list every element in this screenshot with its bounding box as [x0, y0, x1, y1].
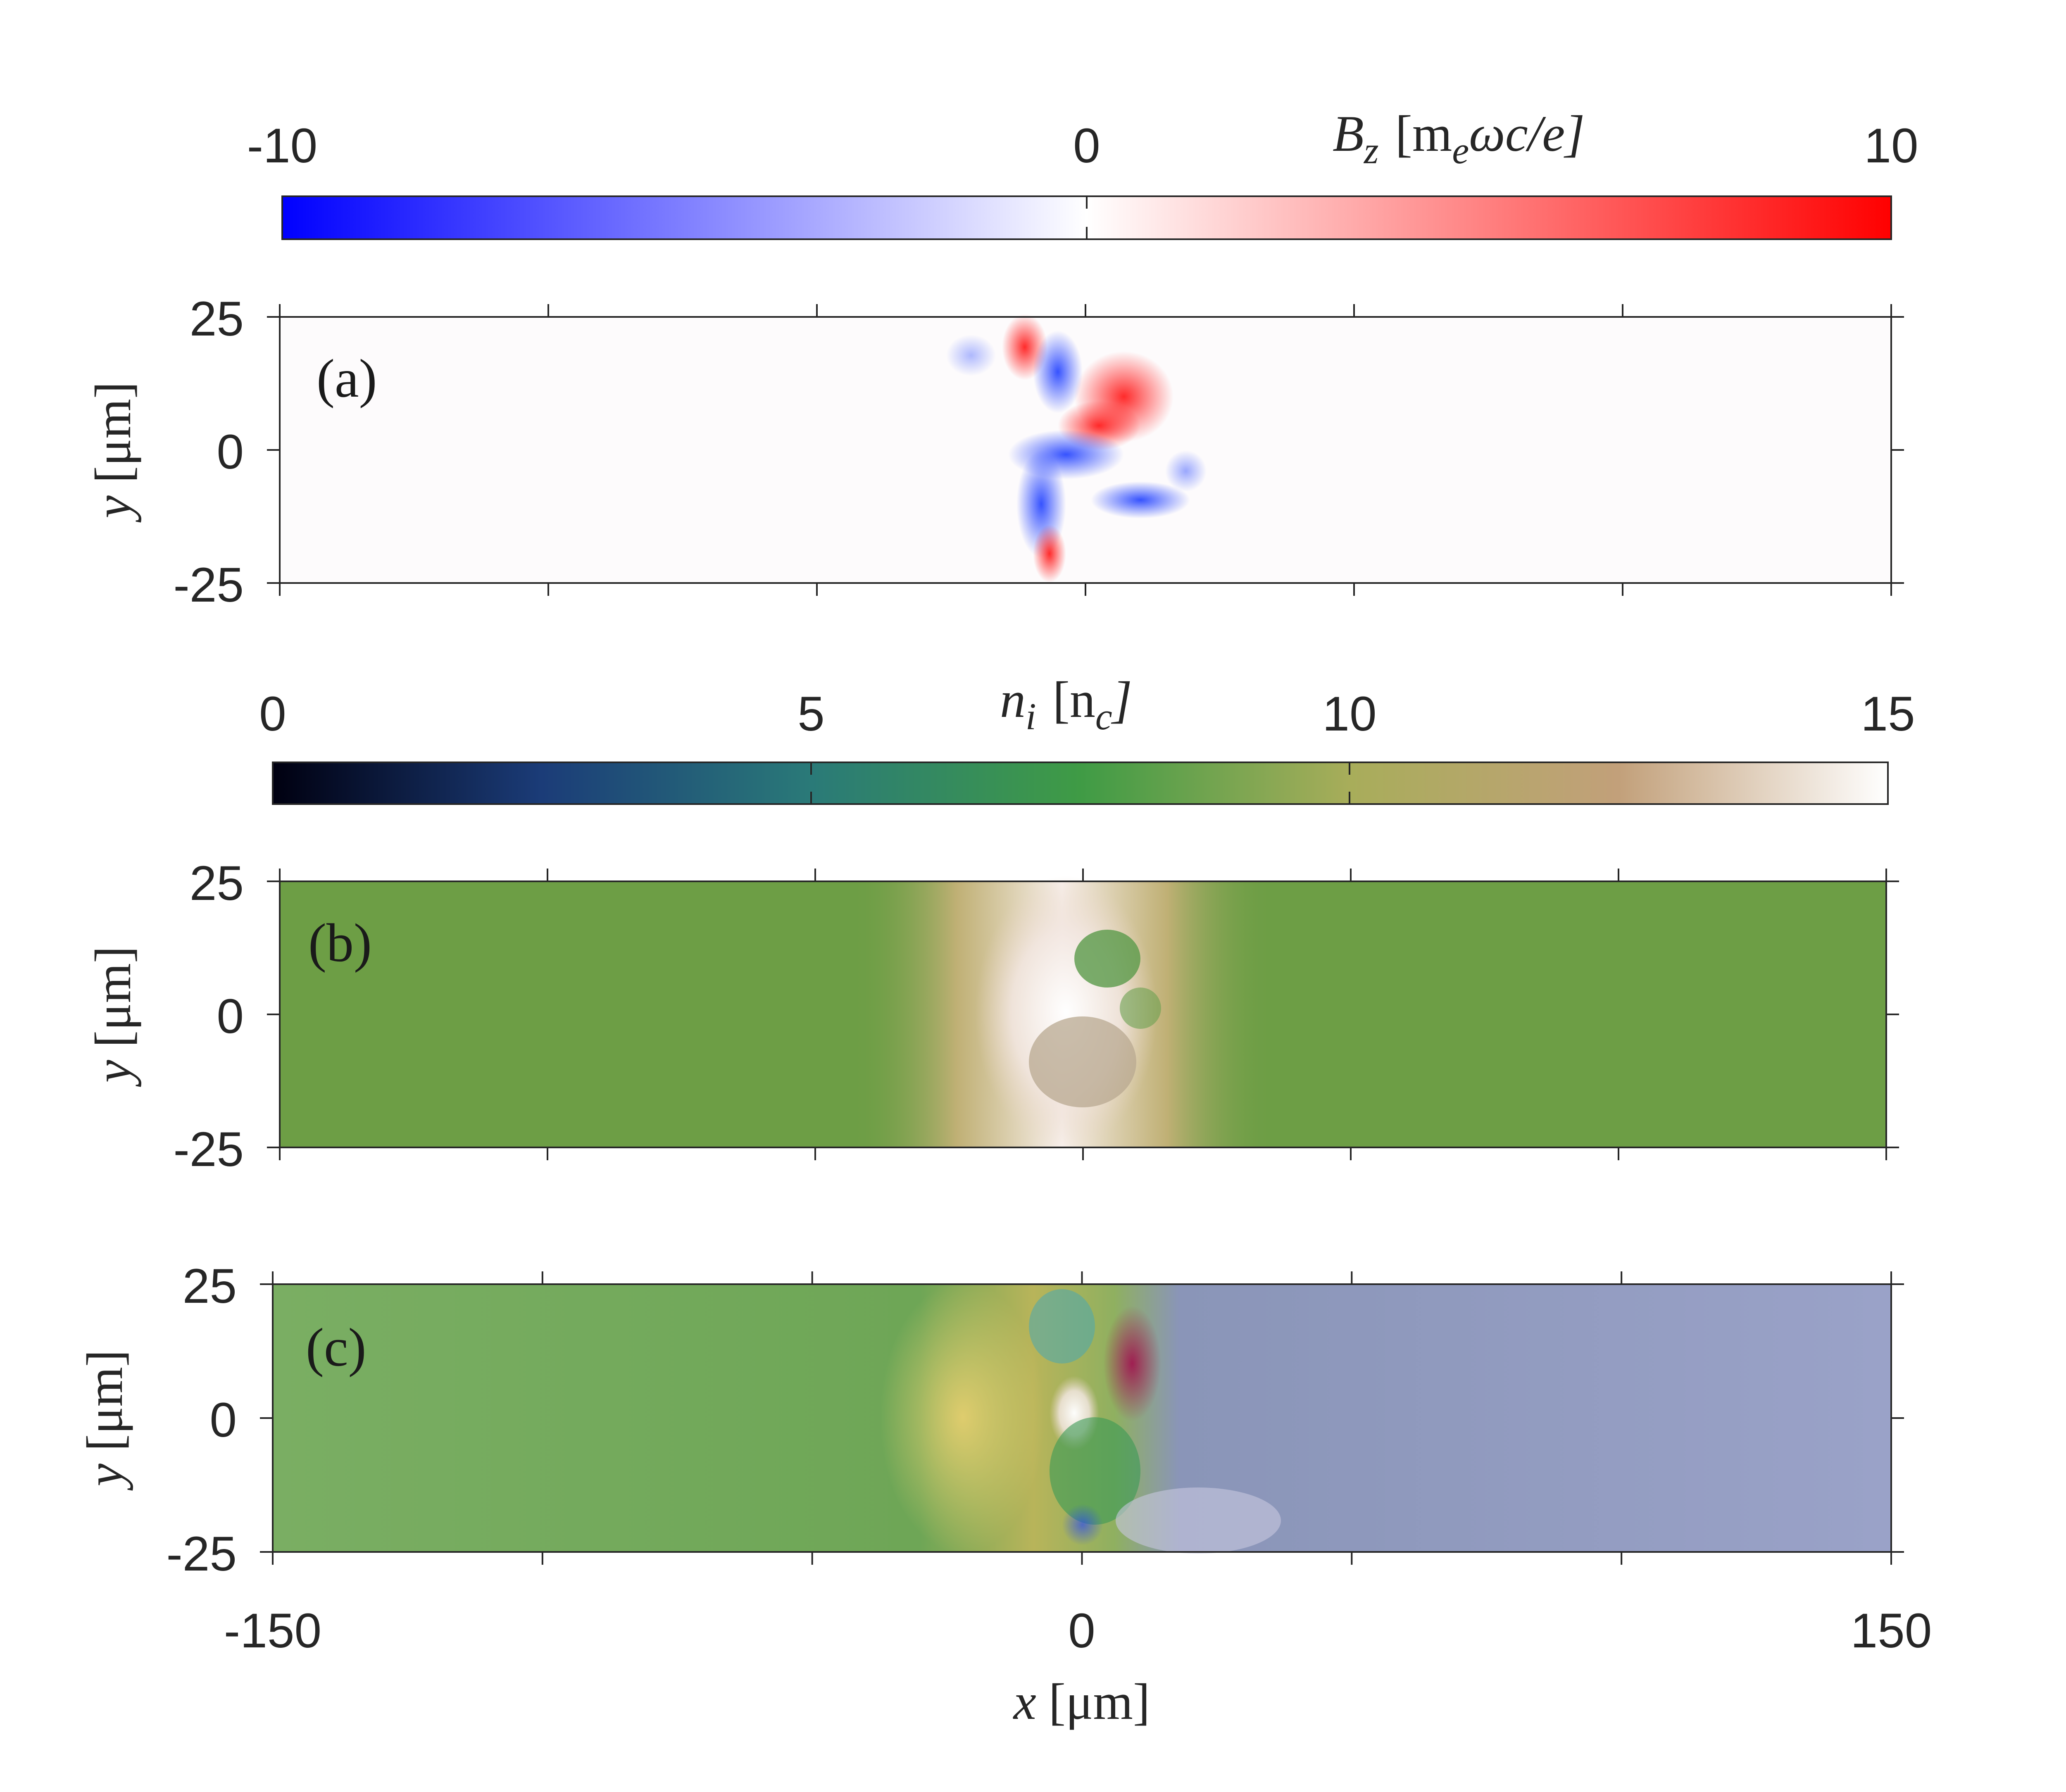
colorbar-ni: 0 5 10 15 ni [nc] [259, 671, 1915, 805]
panel-a-field-structure [946, 314, 1207, 583]
panel-c-yticks [260, 1283, 1904, 1553]
panel-b: 25 0 -25 (b) y[μm] [85, 856, 1899, 1177]
panel-b-ytick-label: 25 [190, 856, 244, 911]
panel-c-ytick-label: 25 [183, 1259, 237, 1314]
panel-a-label: (a) [317, 348, 377, 409]
panel-a-ytick-label: 25 [190, 292, 244, 346]
panel-c-xtick-label: 150 [1851, 1604, 1932, 1658]
panel-b-ytick-label: 0 [217, 989, 244, 1044]
panel-b-ytick-label: -25 [173, 1122, 244, 1177]
panel-b-xticks [279, 869, 1887, 1160]
colorbar-ni-tick-label: 0 [259, 687, 286, 741]
panel-c-xticks [272, 1271, 1892, 1565]
panel-c-xtick-label: -150 [224, 1604, 321, 1658]
colorbar-ni-label: ni [nc] [1000, 671, 1132, 738]
panel-a-ylabel: y[μm] [85, 382, 141, 523]
panel-b-label: (b) [308, 912, 372, 973]
panel-a-yticks [267, 316, 1904, 584]
panel-c-density-structure [880, 1281, 1281, 1554]
panel-b-density-structure [851, 876, 1273, 1149]
panel-c-xlabel: x [μm] [1013, 1673, 1150, 1730]
colorbar-ni-tick-label: 5 [797, 687, 825, 741]
colorbar-bz-tick-label: 0 [1073, 119, 1100, 173]
panel-b-yticks [267, 881, 1899, 1148]
colorbar-ni-tick-label: 10 [1322, 687, 1376, 741]
panel-a-ytick-label: -25 [173, 558, 244, 612]
panel-c-label: (c) [306, 1317, 367, 1378]
panel-c-ytick-label: -25 [166, 1527, 237, 1581]
panel-a: 25 0 -25 (a) y[μm] [85, 292, 1904, 612]
colorbar-bz-tick-label: 10 [1864, 119, 1918, 173]
colorbar-ni-bar [272, 762, 1889, 805]
panel-a-xticks [279, 304, 1892, 596]
panel-b-ylabel: y[μm] [85, 946, 141, 1088]
colorbar-ni-tick-label: 15 [1861, 687, 1915, 741]
colorbar-bz: -10 0 10 Bz [meωc/e] [247, 105, 1918, 240]
colorbar-bz-label: Bz [meωc/e] [1333, 105, 1585, 171]
colorbar-bz-tick-label: -10 [247, 119, 318, 173]
panel-c: 25 0 -25 (c) y[μm] -150 0 150 x [μm] [76, 1259, 1932, 1730]
panel-c-ylabel: y[μm] [76, 1350, 133, 1491]
panel-a-ytick-label: 0 [217, 425, 244, 479]
panel-c-ytick-label: 0 [209, 1393, 237, 1447]
panel-c-xtick-label: 0 [1068, 1604, 1095, 1658]
